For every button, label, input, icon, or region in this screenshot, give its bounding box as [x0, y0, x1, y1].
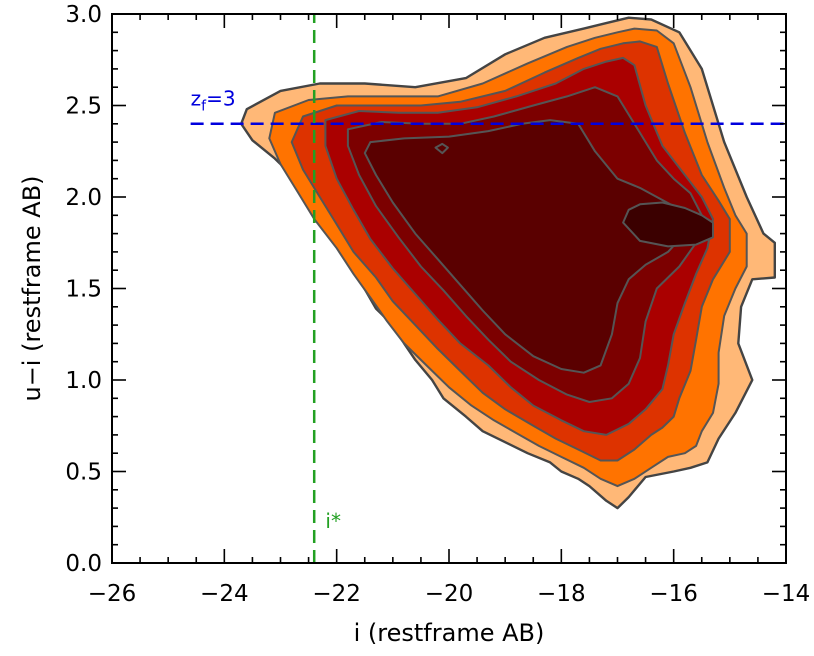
x-tick-label: −24 — [200, 581, 249, 607]
contour-level-6 — [363, 119, 686, 374]
y-axis-title: u−i (restframe AB) — [18, 175, 46, 401]
x-tick-label: −16 — [649, 581, 698, 607]
y-tick-label: 1.5 — [65, 277, 102, 303]
y-tick-label: 3.0 — [65, 2, 102, 28]
y-axis-ticks: 0.0 0.5 1.0 1.5 2.0 2.5 3.0 — [65, 2, 786, 577]
annotation-formation-redshift: zf=3 — [191, 87, 236, 115]
contour-level-7 — [622, 201, 714, 248]
y-tick-label: 0.0 — [65, 551, 102, 577]
x-axis-title: i (restframe AB) — [354, 619, 545, 647]
x-tick-label: −22 — [312, 581, 361, 607]
contour-island-1 — [434, 142, 449, 155]
annotations: zf=3 i* — [191, 87, 341, 534]
x-tick-label: −20 — [425, 581, 474, 607]
x-tick-label: −18 — [537, 581, 586, 607]
x-axis-ticks: −26 −24 −22 −20 −18 −16 −14 — [88, 14, 811, 607]
y-tick-label: 0.5 — [65, 460, 102, 486]
reference-lines — [190, 14, 786, 563]
y-tick-label: 1.0 — [65, 368, 102, 394]
y-tick-label: 2.0 — [65, 185, 102, 211]
x-tick-label: −26 — [88, 581, 137, 607]
x-tick-label: −14 — [762, 581, 811, 607]
contour-levels — [240, 16, 776, 510]
y-tick-label: 2.5 — [65, 94, 102, 120]
annotation-i-star: i* — [325, 509, 341, 533]
